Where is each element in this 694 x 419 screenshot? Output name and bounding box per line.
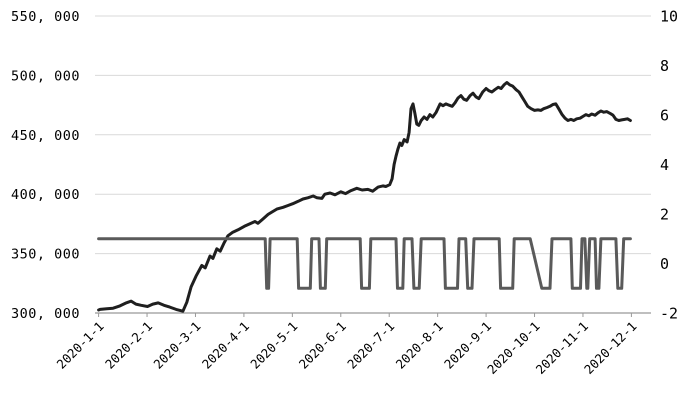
secondary-square-wave: [97, 237, 632, 290]
y-right-axis-label: 4: [660, 156, 669, 174]
x-axis-label: 2020-12-1: [581, 319, 640, 378]
y-left-axis-label: 350, 000: [11, 247, 80, 263]
x-axis-label: 2020-3-1: [150, 319, 203, 372]
x-axis-label: 2020-7-1: [344, 319, 397, 372]
x-axis-label: 2020-4-1: [199, 319, 252, 372]
y-right-axis-label: 10: [660, 8, 678, 26]
y-right-axis-label: 0: [660, 255, 669, 273]
primary-line: [97, 81, 632, 313]
y-left-axis-label: 550, 000: [11, 9, 80, 25]
y-right-axis-label: -2: [660, 305, 678, 323]
y-left-axis-label: 400, 000: [11, 187, 80, 203]
x-axis-label: 2020-8-1: [393, 319, 446, 372]
y-left-axis-label: 500, 000: [11, 68, 80, 84]
x-axis-label: 2020-1-1: [54, 319, 107, 372]
y-right-axis-label: 2: [660, 206, 669, 224]
y-left-axis-label: 300, 000: [11, 306, 80, 322]
y-right-axis-label: 8: [660, 57, 669, 75]
x-axis-label: 2020-5-1: [247, 319, 300, 372]
y-right-axis-label: 6: [660, 107, 669, 125]
x-axis-label: 2020-2-1: [102, 319, 155, 372]
y-left-axis-label: 450, 000: [11, 128, 80, 144]
x-axis-label: 2020-6-1: [296, 319, 349, 372]
